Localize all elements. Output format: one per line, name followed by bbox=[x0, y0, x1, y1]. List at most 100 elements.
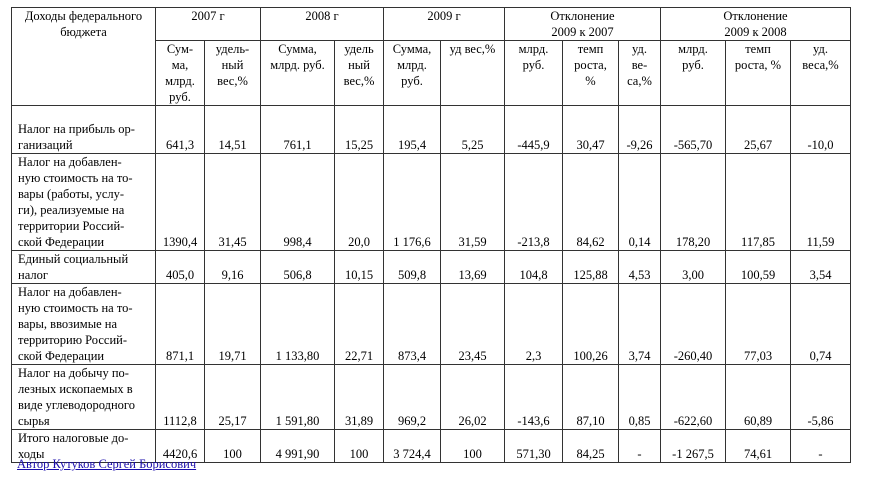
value-cell: 0,74 bbox=[790, 283, 851, 365]
value-cell: -565,70 bbox=[660, 105, 726, 154]
value-cell: 1 133,80 bbox=[260, 283, 335, 365]
header-row-groups: Доходы федерального бюджета 2007 г 2008 … bbox=[11, 7, 851, 106]
value-cell: 100 bbox=[204, 429, 261, 463]
value-cell: 31,59 bbox=[440, 153, 505, 251]
value-cell: 100 bbox=[440, 429, 505, 463]
value-cell: 31,45 bbox=[204, 153, 261, 251]
value-cell: 761,1 bbox=[260, 105, 335, 154]
subheader-cell: уд. ве- са,% bbox=[618, 40, 661, 106]
value-cell: 178,20 bbox=[660, 153, 726, 251]
value-cell: 0,14 bbox=[618, 153, 661, 251]
value-cell: 100,26 bbox=[562, 283, 619, 365]
value-cell: 571,30 bbox=[504, 429, 563, 463]
value-cell: 13,69 bbox=[440, 250, 505, 284]
value-cell: 5,25 bbox=[440, 105, 505, 154]
subheader-cell: Сум- ма, млрд. руб. bbox=[155, 40, 205, 106]
subheader-cell: темп роста, % bbox=[562, 40, 619, 106]
value-cell: 969,2 bbox=[383, 364, 441, 430]
value-cell: 25,17 bbox=[204, 364, 261, 430]
value-cell: 1112,8 bbox=[155, 364, 205, 430]
row-label: Итого налоговые до- ходы bbox=[11, 429, 156, 463]
value-cell: -143,6 bbox=[504, 364, 563, 430]
subheader-cell: Сумма, млрд. руб. bbox=[383, 40, 441, 106]
value-cell: 509,8 bbox=[383, 250, 441, 284]
header-2009: 2009 г bbox=[383, 7, 505, 41]
subheader-cell: темп роста, % bbox=[725, 40, 791, 106]
value-cell: 4,53 bbox=[618, 250, 661, 284]
value-cell: -445,9 bbox=[504, 105, 563, 154]
value-cell: 31,89 bbox=[334, 364, 384, 430]
value-cell: 2,3 bbox=[504, 283, 563, 365]
row-label: Налог на добычу по- лезных ископаемых в … bbox=[11, 364, 156, 430]
value-cell: 0,85 bbox=[618, 364, 661, 430]
value-cell: - bbox=[790, 429, 851, 463]
value-cell: 9,16 bbox=[204, 250, 261, 284]
value-cell: 77,03 bbox=[725, 283, 791, 365]
value-cell: 4420,6 bbox=[155, 429, 205, 463]
value-cell: 125,88 bbox=[562, 250, 619, 284]
subheader-cell: уд вес,% bbox=[440, 40, 505, 106]
value-cell: -1 267,5 bbox=[660, 429, 726, 463]
subheader-cell: Сумма, млрд. руб. bbox=[260, 40, 335, 106]
value-cell: 4 991,90 bbox=[260, 429, 335, 463]
value-cell: - bbox=[618, 429, 661, 463]
value-cell: 15,25 bbox=[334, 105, 384, 154]
subheader-cell: удель- ный вес,% bbox=[204, 40, 261, 106]
table-row: Налог на добычу по- лезных ископаемых в … bbox=[11, 364, 851, 430]
value-cell: 19,71 bbox=[204, 283, 261, 365]
value-cell: -260,40 bbox=[660, 283, 726, 365]
value-cell: 871,1 bbox=[155, 283, 205, 365]
value-cell: 1390,4 bbox=[155, 153, 205, 251]
value-cell: 84,25 bbox=[562, 429, 619, 463]
value-cell: 100 bbox=[334, 429, 384, 463]
header-deviation-2009-2007: Отклонение 2009 к 2007 bbox=[504, 7, 661, 41]
value-cell: -9,26 bbox=[618, 105, 661, 154]
value-cell: 405,0 bbox=[155, 250, 205, 284]
header-2008: 2008 г bbox=[260, 7, 384, 41]
subheader-cell: млрд. руб. bbox=[504, 40, 563, 106]
value-cell: 873,4 bbox=[383, 283, 441, 365]
subheader-cell: млрд. руб. bbox=[660, 40, 726, 106]
value-cell: 506,8 bbox=[260, 250, 335, 284]
subheader-cell: уд. веса,% bbox=[790, 40, 851, 106]
value-cell: 23,45 bbox=[440, 283, 505, 365]
value-cell: 3 724,4 bbox=[383, 429, 441, 463]
tax-revenue-table: Доходы федерального бюджета 2007 г 2008 … bbox=[11, 7, 851, 463]
row-label: Налог на добавлен- ную стоимость на то- … bbox=[11, 153, 156, 251]
value-cell: 104,8 bbox=[504, 250, 563, 284]
value-cell: 998,4 bbox=[260, 153, 335, 251]
value-cell: 87,10 bbox=[562, 364, 619, 430]
header-deviation-2009-2008: Отклонение 2009 к 2008 bbox=[660, 7, 851, 41]
value-cell: 20,0 bbox=[334, 153, 384, 251]
value-cell: 3,74 bbox=[618, 283, 661, 365]
header-income: Доходы федерального бюджета bbox=[11, 7, 156, 106]
value-cell: 3,54 bbox=[790, 250, 851, 284]
row-label: Единый социальный налог bbox=[11, 250, 156, 284]
header-row-sub: Сум- ма, млрд. руб. удель- ный вес,% Сумма… bbox=[12, 40, 851, 106]
value-cell: 10,15 bbox=[334, 250, 384, 284]
value-cell: 641,3 bbox=[155, 105, 205, 154]
value-cell: 60,89 bbox=[725, 364, 791, 430]
value-cell: 11,59 bbox=[790, 153, 851, 251]
table-row: Налог на добавлен- ную стоимость на то- … bbox=[11, 283, 851, 365]
value-cell: 1 176,6 bbox=[383, 153, 441, 251]
value-cell: 14,51 bbox=[204, 105, 261, 154]
value-cell: 84,62 bbox=[562, 153, 619, 251]
value-cell: 117,85 bbox=[725, 153, 791, 251]
value-cell: 22,71 bbox=[334, 283, 384, 365]
value-cell: 30,47 bbox=[562, 105, 619, 154]
value-cell: -5,86 bbox=[790, 364, 851, 430]
table-row: Единый социальный налог 405,0 9,16 506,8 10,… bbox=[11, 250, 851, 284]
author-link[interactable]: Автор Кутуков Сергей Борисович bbox=[17, 457, 197, 471]
row-label: Налог на добавлен- ную стоимость на то- … bbox=[11, 283, 156, 365]
value-cell: -213,8 bbox=[504, 153, 563, 251]
value-cell: 25,67 bbox=[725, 105, 791, 154]
value-cell: 26,02 bbox=[440, 364, 505, 430]
value-cell: 1 591,80 bbox=[260, 364, 335, 430]
value-cell: 100,59 bbox=[725, 250, 791, 284]
value-cell: -10,0 bbox=[790, 105, 851, 154]
table-row: Налог на добавлен- ную стоимость на то- … bbox=[11, 153, 851, 251]
value-cell: 3,00 bbox=[660, 250, 726, 284]
row-label: Налог на прибыль ор- ганизаций bbox=[11, 105, 156, 154]
subheader-cell: удель ный вес,% bbox=[334, 40, 384, 106]
